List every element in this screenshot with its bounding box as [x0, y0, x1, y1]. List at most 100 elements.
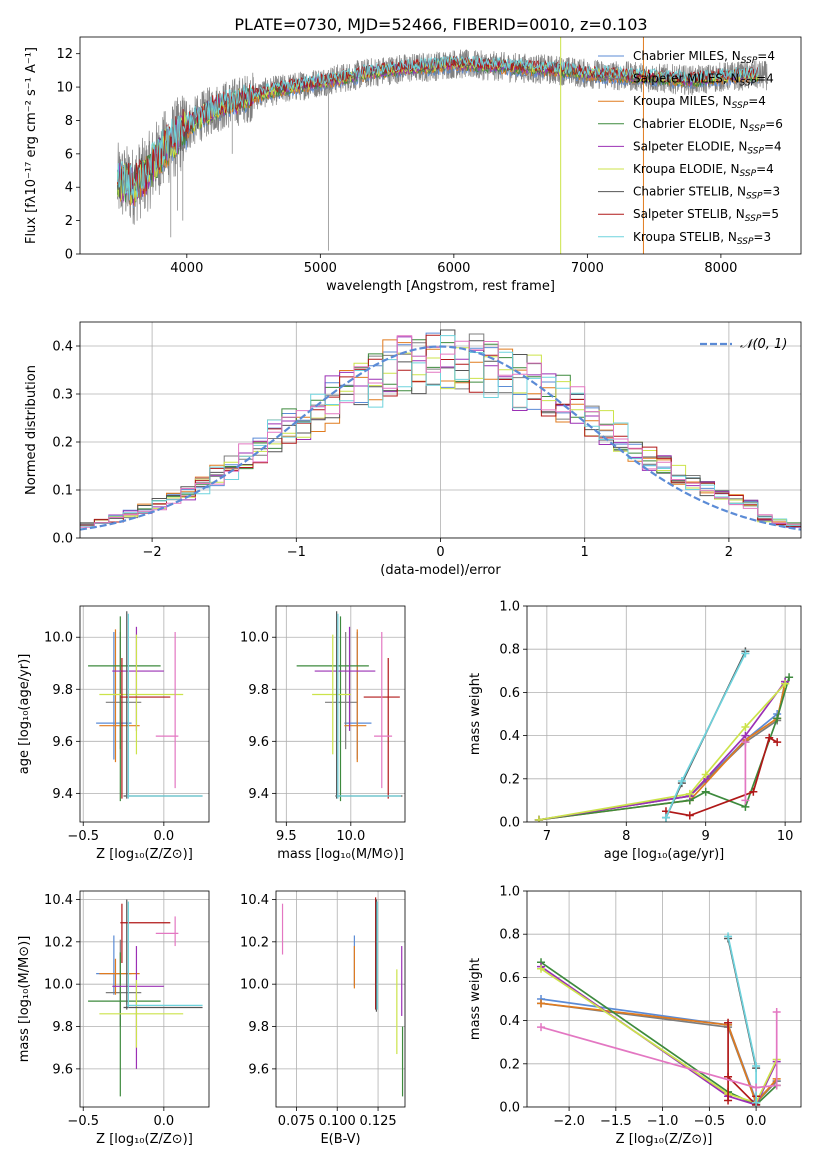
model-spectrum-line — [117, 55, 759, 201]
axes-frame — [79, 321, 802, 539]
axes-frame — [275, 605, 406, 823]
errorbar-point — [88, 952, 161, 1097]
panel-residuals: −2 −1 0 1 2 0.0 0.1 0.2 0.3 0.4 (data-model)/error… — [24, 321, 802, 578]
y-tick-label: 0.1 — [52, 484, 73, 499]
plot-area — [527, 891, 801, 1107]
plus-marker — [724, 1018, 733, 1027]
y-axis-label: Normed distribution — [24, 365, 39, 495]
x-tick-label: −1 — [287, 545, 306, 560]
y-tick-label: 9.8 — [52, 1020, 73, 1035]
plot-area — [80, 891, 209, 1107]
y-tick-label: 9.6 — [52, 1062, 73, 1077]
y-tick-label: 1.0 — [499, 600, 520, 615]
mass-weight-line — [540, 1012, 778, 1089]
x-tick-label: 8 — [622, 829, 630, 844]
mass-weight-line — [540, 1002, 778, 1105]
errorbar-point — [312, 634, 351, 755]
x-axis-label: wavelength [Angstrom, rest frame] — [326, 279, 555, 294]
plot-area — [80, 322, 801, 538]
errorbar-point — [155, 632, 179, 789]
plus-marker — [724, 1096, 733, 1105]
x-tick-label: −1.5 — [600, 1114, 632, 1129]
model-spectrum-line — [117, 56, 759, 204]
y-tick-label: 0.4 — [52, 340, 73, 355]
y-tick-label: 0.0 — [499, 1101, 520, 1116]
x-axis-label: Z [log₁₀(Z/Z⊙)] — [96, 847, 193, 862]
panel-spectrum: 4000 5000 6000 7000 8000 0 2 4 6 8 10 12 wavelength … — [24, 36, 802, 294]
axes-frame — [526, 605, 802, 823]
y-tick-label: 1.0 — [499, 885, 520, 900]
errorbar-point — [155, 916, 179, 947]
plus-marker — [765, 733, 774, 742]
y-tick-label: 10 — [56, 81, 73, 96]
x-tick-label: −0.5 — [694, 1114, 726, 1129]
errorbar-point — [374, 632, 393, 789]
y-tick-label: 10.4 — [44, 893, 73, 908]
y-tick-label: 12 — [56, 47, 73, 62]
plus-marker — [741, 796, 750, 805]
x-tick-label: 1 — [581, 545, 589, 560]
plot-area — [276, 891, 405, 1107]
y-tick-label: 10.0 — [44, 631, 73, 646]
mass-weight-line — [540, 998, 778, 1102]
y-tick-label: 9.6 — [248, 1062, 269, 1077]
legend-entry: Salpeter MILES, NSSP=4 — [633, 72, 774, 89]
plus-marker — [537, 999, 546, 1008]
plus-marker — [741, 722, 750, 731]
legend-entry: Chabrier MILES, NSSP=4 — [633, 49, 775, 66]
x-tick-label: 7000 — [571, 261, 604, 276]
y-axis-label: Flux [fλ10⁻¹⁷ erg cm⁻² s⁻¹ A⁻¹] — [24, 47, 39, 244]
errorbar-point — [99, 629, 140, 763]
x-axis-label: Z [log₁₀(Z/Z⊙)] — [616, 1132, 713, 1147]
y-tick-label: 9.4 — [248, 787, 269, 802]
y-tick-label: 0.4 — [499, 1014, 520, 1029]
plus-marker — [741, 738, 750, 747]
plus-marker — [724, 932, 733, 941]
plus-marker — [701, 770, 710, 779]
y-tick-label: 10.0 — [240, 978, 269, 993]
y-tick-label: 0.6 — [499, 686, 520, 701]
y-tick-label: 0 — [65, 248, 73, 263]
errorbar-point — [123, 611, 203, 799]
plus-marker — [534, 815, 543, 822]
y-axis-label: mass [log₁₀(M/M⊙)] — [17, 936, 32, 1063]
y-tick-label: 4 — [65, 181, 73, 196]
x-tick-label: −1.0 — [647, 1114, 679, 1129]
y-tick-label: 2 — [65, 214, 73, 229]
legend-entry: Chabrier ELODIE, NSSP=6 — [633, 117, 783, 134]
panel-mass_vs_ebv: 0.075 0.100 0.125 9.6 9.8 10.0 10.2 10.4 E(B-V) — [240, 890, 406, 1147]
errorbar-point — [126, 613, 203, 799]
panel-mass_vs_Z: −0.5 0.0 9.6 9.8 10.0 10.2 10.4 Z [log₁₀(Z/Z⊙)]… — [17, 890, 210, 1147]
errorbar-point — [336, 613, 402, 799]
plus-marker — [752, 1083, 761, 1092]
x-tick-label: −2.0 — [553, 1114, 585, 1129]
y-tick-label: 0.6 — [499, 971, 520, 986]
y-tick-label: 0.2 — [499, 1057, 520, 1072]
y-axis-label: mass weight — [468, 958, 483, 1040]
histogram-step — [80, 335, 801, 528]
plus-marker — [773, 738, 782, 747]
x-tick-label: 0 — [436, 545, 444, 560]
x-tick-label: 0.0 — [746, 1114, 767, 1129]
errorbar-point — [344, 632, 372, 760]
x-axis-label: mass [log₁₀(M/M⊙)] — [277, 847, 404, 862]
x-tick-label: 6000 — [437, 261, 470, 276]
plus-marker — [772, 1007, 781, 1016]
y-tick-label: 0.0 — [499, 816, 520, 831]
y-tick-label: 0.8 — [499, 928, 520, 943]
y-tick-label: 10.4 — [240, 893, 269, 908]
x-tick-label: 9 — [702, 829, 710, 844]
y-tick-label: 9.4 — [52, 787, 73, 802]
plus-marker — [781, 679, 790, 688]
y-tick-label: 10.2 — [44, 935, 73, 950]
plus-marker — [773, 714, 782, 723]
errorbar-point — [314, 626, 376, 731]
gaussian-curve — [80, 345, 801, 531]
legend-entry: Kroupa STELIB, NSSP=3 — [633, 230, 771, 247]
plus-marker — [741, 649, 750, 658]
legend: Chabrier MILES, NSSP=4 Salpeter MILES, NS… — [598, 49, 783, 247]
x-tick-label: −0.5 — [67, 1114, 99, 1129]
y-tick-label: 0.2 — [52, 436, 73, 451]
x-tick-label: 0.100 — [319, 1114, 356, 1129]
panel-age_vs_mass: 9.5 10.0 9.4 9.6 9.8 10.0 mass [log₁₀(M/M⊙)] — [240, 605, 406, 862]
